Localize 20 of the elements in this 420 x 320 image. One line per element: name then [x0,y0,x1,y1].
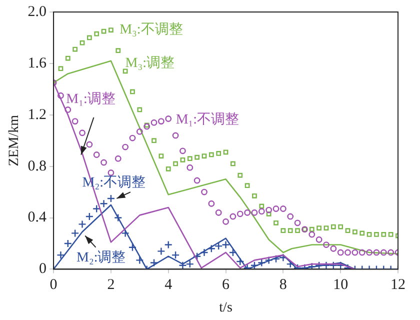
series-label: M₃:不调整 [120,22,183,38]
series-label: M₂:调整 [76,249,126,266]
y-tick-label: 2.0 [28,4,47,20]
series-label: M₁:调整 [66,91,116,108]
x-tick-label: 0 [50,277,58,294]
x-tick-label: 6 [222,277,230,294]
y-tick-label: 0 [39,261,47,278]
x-tick-label: 8 [279,277,287,294]
y-tick-label: 0.8 [28,158,47,174]
x-tick-label: 10 [333,277,348,294]
y-tick-label: 1.6 [28,55,48,72]
x-tick-label: 12 [390,277,406,294]
y-tick-label: 0.4 [28,210,48,226]
x-tick-label: 4 [164,277,173,294]
series-label: M₁:不调整 [176,112,240,128]
y-axis-title: ZEM/km [7,114,22,166]
x-tick-label: 2 [107,277,115,294]
series-label: M₃:调整 [125,55,175,72]
x-axis-title: t/s [219,300,232,316]
y-tick-label: 1.2 [28,106,47,123]
